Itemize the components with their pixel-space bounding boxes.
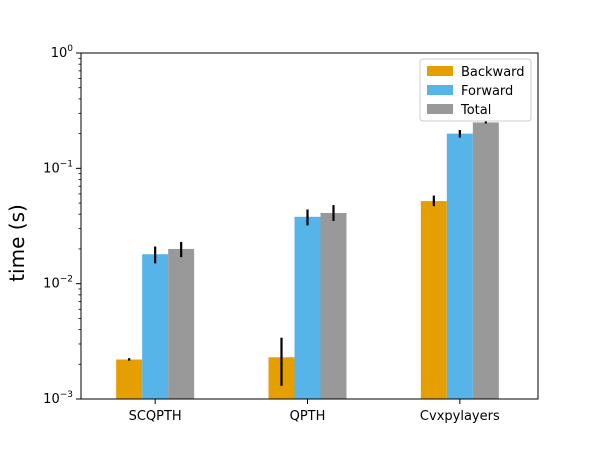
legend-swatch-total bbox=[427, 104, 453, 114]
legend-swatch-forward bbox=[427, 85, 453, 95]
y-tick-label: 10−2 bbox=[43, 275, 73, 292]
bar-backward-scqpth bbox=[116, 359, 143, 399]
y-tick-label: 100 bbox=[51, 44, 74, 61]
x-tick-label: QPTH bbox=[290, 409, 326, 424]
x-ticks: SCQPTH QPTH Cvxpylayers bbox=[129, 399, 500, 424]
bar-total-scqpth bbox=[168, 248, 195, 399]
y-tick-exponent: 0 bbox=[67, 44, 73, 54]
y-tick-base: 10 bbox=[51, 46, 68, 61]
y-tick-base: 10 bbox=[43, 277, 60, 292]
legend: Backward Forward Total bbox=[419, 58, 532, 122]
y-tick-exponent: −2 bbox=[60, 275, 73, 285]
y-tick-exponent: −1 bbox=[60, 159, 73, 169]
x-tick-label: SCQPTH bbox=[129, 409, 182, 424]
legend-label-forward: Forward bbox=[461, 84, 513, 99]
y-tick-exponent: −3 bbox=[60, 390, 73, 400]
legend-label-total: Total bbox=[460, 103, 491, 118]
legend-label-backward: Backward bbox=[461, 65, 525, 80]
y-tick-label: 10−1 bbox=[43, 159, 73, 176]
bar-forward-scqpth bbox=[142, 254, 169, 399]
bar-backward-cvxpylayers bbox=[420, 201, 447, 399]
error-bars bbox=[128, 121, 487, 386]
bar-total-qpth bbox=[320, 212, 347, 399]
plot-frame bbox=[80, 52, 539, 400]
legend-swatch-backward bbox=[427, 66, 453, 76]
y-tick-label: 10−3 bbox=[43, 390, 73, 407]
bar-total-cvxpylayers bbox=[472, 122, 499, 399]
bar-forward-cvxpylayers bbox=[446, 133, 473, 399]
bars bbox=[116, 122, 499, 399]
bar-forward-qpth bbox=[294, 216, 321, 399]
y-tick-base: 10 bbox=[43, 161, 60, 176]
x-tick-label: Cvxpylayers bbox=[420, 409, 500, 424]
y-axis-label: time (s) bbox=[5, 204, 29, 282]
y-tick-base: 10 bbox=[43, 392, 60, 407]
